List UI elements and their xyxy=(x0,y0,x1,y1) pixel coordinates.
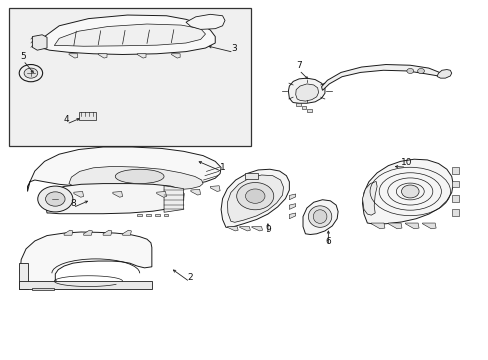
Polygon shape xyxy=(288,78,325,103)
Text: 8: 8 xyxy=(70,199,76,208)
Polygon shape xyxy=(74,192,83,197)
Polygon shape xyxy=(163,214,168,216)
Circle shape xyxy=(19,64,42,82)
Polygon shape xyxy=(32,35,47,50)
Polygon shape xyxy=(103,230,112,235)
Polygon shape xyxy=(44,189,54,194)
Circle shape xyxy=(417,68,424,73)
Polygon shape xyxy=(307,109,312,112)
Polygon shape xyxy=(122,230,131,235)
Polygon shape xyxy=(54,24,205,46)
Text: 10: 10 xyxy=(400,158,411,167)
Polygon shape xyxy=(295,84,318,101)
Polygon shape xyxy=(289,213,295,219)
Polygon shape xyxy=(289,204,295,210)
Polygon shape xyxy=(45,184,183,214)
Circle shape xyxy=(406,68,413,73)
Circle shape xyxy=(45,192,65,206)
Circle shape xyxy=(236,183,273,210)
Text: 3: 3 xyxy=(230,44,236,53)
Polygon shape xyxy=(19,263,27,289)
Text: 2: 2 xyxy=(187,273,192,282)
Polygon shape xyxy=(79,112,96,120)
Polygon shape xyxy=(370,223,384,229)
Polygon shape xyxy=(362,159,452,224)
Polygon shape xyxy=(171,54,180,58)
Polygon shape xyxy=(227,175,283,222)
Circle shape xyxy=(401,185,418,198)
Polygon shape xyxy=(155,214,159,216)
Polygon shape xyxy=(245,173,258,179)
Polygon shape xyxy=(303,200,337,234)
Polygon shape xyxy=(295,103,300,106)
Circle shape xyxy=(38,186,73,212)
Text: 6: 6 xyxy=(325,237,330,246)
Polygon shape xyxy=(451,167,458,174)
Polygon shape xyxy=(239,226,250,231)
Polygon shape xyxy=(451,181,458,187)
Polygon shape xyxy=(451,210,458,216)
Polygon shape xyxy=(163,186,183,212)
Polygon shape xyxy=(69,54,78,58)
Ellipse shape xyxy=(308,206,331,227)
Polygon shape xyxy=(32,288,54,291)
Polygon shape xyxy=(451,195,458,202)
Polygon shape xyxy=(221,169,289,227)
Polygon shape xyxy=(20,232,152,289)
Polygon shape xyxy=(405,223,418,229)
Polygon shape xyxy=(69,166,203,191)
Polygon shape xyxy=(113,192,122,197)
Polygon shape xyxy=(137,214,142,216)
Polygon shape xyxy=(185,14,224,30)
Polygon shape xyxy=(27,147,221,192)
Ellipse shape xyxy=(313,210,326,224)
Text: 1: 1 xyxy=(219,163,225,172)
Circle shape xyxy=(24,68,38,78)
Polygon shape xyxy=(83,230,92,235)
Polygon shape xyxy=(40,15,215,54)
Text: 9: 9 xyxy=(264,225,270,234)
Polygon shape xyxy=(157,192,166,197)
Polygon shape xyxy=(98,54,107,58)
Text: 5: 5 xyxy=(20,52,26,61)
Polygon shape xyxy=(422,223,435,229)
Polygon shape xyxy=(387,223,401,229)
Polygon shape xyxy=(64,230,73,235)
Polygon shape xyxy=(301,106,306,109)
Polygon shape xyxy=(289,194,295,200)
Polygon shape xyxy=(321,64,439,90)
Polygon shape xyxy=(19,281,152,289)
Polygon shape xyxy=(251,226,262,231)
Polygon shape xyxy=(227,226,238,231)
Polygon shape xyxy=(190,189,200,195)
Polygon shape xyxy=(137,54,146,58)
Polygon shape xyxy=(210,186,220,192)
Ellipse shape xyxy=(115,169,163,184)
Polygon shape xyxy=(146,214,151,216)
Text: 7: 7 xyxy=(296,62,302,71)
Polygon shape xyxy=(362,181,376,215)
Text: 4: 4 xyxy=(63,115,69,124)
Polygon shape xyxy=(436,69,451,78)
Circle shape xyxy=(245,189,264,203)
Bar xyxy=(9,8,250,146)
